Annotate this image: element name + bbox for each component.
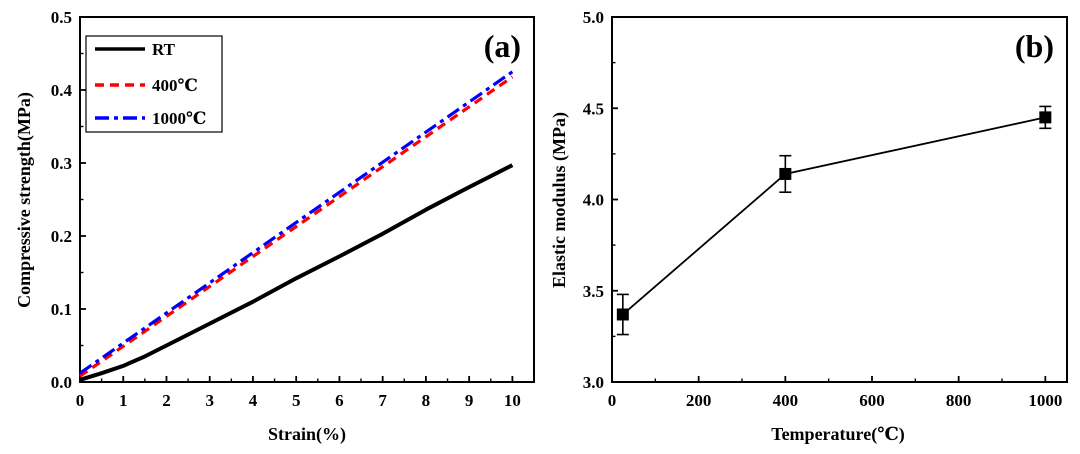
b-y-tick-label: 4.5: [583, 99, 604, 118]
series-line-rt: [79, 163, 514, 382]
panel-label-b: (b): [1015, 28, 1054, 64]
plot-frame-b: [611, 16, 1068, 383]
a-x-tick-label: 9: [465, 391, 474, 410]
legend-box-a: [85, 35, 223, 133]
a-x-tick-label: 8: [422, 391, 431, 410]
series-line-elastic-modulus: [622, 116, 1046, 316]
a-x-tick-label: 5: [292, 391, 301, 410]
b-x-tick-label: 400: [773, 391, 799, 410]
series-line-400: [79, 75, 514, 378]
a-y-tick-label: 0.4: [51, 81, 73, 100]
data-point-square: [1039, 111, 1052, 124]
y-axis-title-b: Elastic modulus (MPa): [549, 112, 570, 288]
legend-label-1000c: 1000℃: [152, 109, 206, 128]
y-axis-title-a: Compressive strength(MPa): [14, 92, 35, 308]
series-line-1000: [79, 70, 514, 375]
chart-panel-a: 0 1 2 3 4 5 6 7 8 9 10 0.0 0.1 0.2 0.3 0.4 0.5 (a) Strai…: [14, 8, 535, 445]
data-point-square: [616, 308, 629, 321]
a-y-tick-label: 0.5: [51, 8, 72, 27]
panel-label-a: (a): [484, 28, 521, 64]
legend-a: RT 400℃ 1000℃: [85, 35, 223, 133]
b-x-tick-label: 1000: [1028, 391, 1062, 410]
a-x-tick-label: 6: [335, 391, 344, 410]
a-y-tick-label: 0.2: [51, 227, 72, 246]
a-x-tick-label: 10: [504, 391, 521, 410]
x-axis-title-a: Strain(%): [268, 424, 346, 445]
data-point-square: [779, 167, 792, 180]
b-y-tick-label: 5.0: [583, 8, 604, 27]
a-x-tick-label: 0: [76, 391, 85, 410]
a-x-tick-label: 7: [378, 391, 387, 410]
a-y-tick-label: 0.3: [51, 154, 72, 173]
legend-label-rt: RT: [152, 40, 176, 59]
b-y-tick-label: 3.5: [583, 282, 604, 301]
chart-panel-b: 0 200 400 600 800 1000 3.0 3.5 4.0 4.5 5.0 (b) Tem…: [549, 8, 1068, 445]
a-x-tick-label: 1: [119, 391, 128, 410]
a-x-tick-label: 2: [162, 391, 171, 410]
b-y-tick-label: 4.0: [583, 191, 604, 210]
b-x-tick-label: 800: [946, 391, 972, 410]
a-x-tick-label: 3: [205, 391, 214, 410]
x-axis-title-b: Temperature(℃): [771, 424, 905, 445]
b-x-tick-label: 0: [608, 391, 617, 410]
legend-label-400c: 400℃: [152, 76, 198, 95]
b-y-tick-label: 3.0: [583, 373, 604, 392]
a-y-tick-label: 0.0: [51, 373, 72, 392]
a-y-tick-label: 0.1: [51, 300, 72, 319]
a-x-tick-label: 4: [249, 391, 258, 410]
b-x-tick-label: 200: [686, 391, 712, 410]
b-x-tick-label: 600: [859, 391, 885, 410]
